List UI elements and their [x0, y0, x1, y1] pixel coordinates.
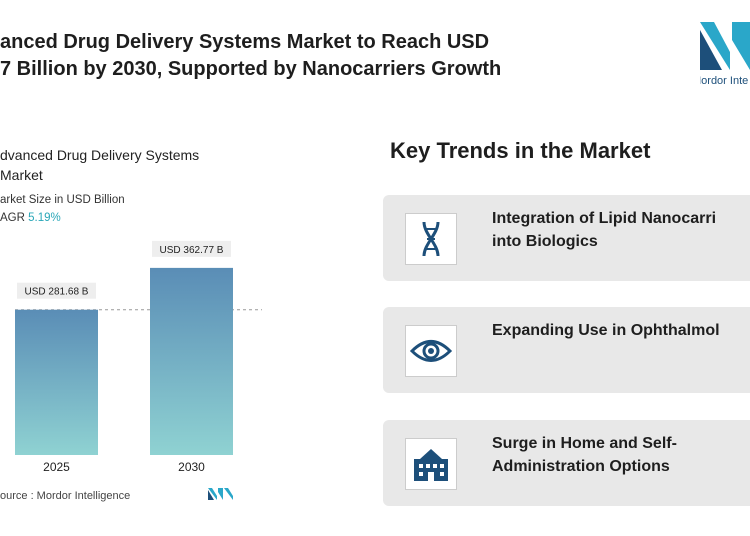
source: ource : Mordor Intelligence	[0, 490, 130, 502]
trend-line: Integration of Lipid Nanocarri	[492, 210, 717, 227]
value-label-bg	[17, 282, 96, 299]
logo: Mordor Inte	[700, 22, 750, 87]
trend-text: Integration of Lipid Nanocarri into Biolo…	[492, 207, 716, 253]
chart-subtitle: arket Size in USD Billion	[0, 194, 125, 206]
title-line: anced Drug Delivery Systems Market to Re…	[0, 31, 490, 53]
value-label: USD 281.68 B	[25, 287, 89, 298]
trend-icon	[405, 438, 457, 490]
trends-title: Key Trends in the Market	[390, 138, 651, 163]
source-logo	[208, 488, 233, 500]
value-label-bg	[152, 240, 231, 257]
cagr-value: 5.19%	[28, 212, 61, 224]
trend-card: Integration of Lipid Nanocarri into Biolo…	[383, 195, 750, 281]
cagr-label: AGR	[0, 212, 25, 224]
bar	[150, 267, 233, 455]
cagr: AGR 5.19%	[0, 212, 61, 224]
value-label: USD 362.77 B	[160, 245, 224, 256]
trend-text: Surge in Home and Self- Administration Op…	[492, 432, 677, 478]
logo-text: Mordor Inte	[700, 75, 748, 87]
title-line: 7 Billion by 2030, Supported by Nanocarr…	[0, 58, 502, 80]
trend-line: Surge in Home and Self-	[492, 435, 677, 452]
x-tick-label: 2030	[178, 460, 205, 474]
trend-icon	[405, 325, 457, 377]
trend-text: Expanding Use in Ophthalmol	[492, 319, 720, 342]
trend-line: Administration Options	[492, 458, 670, 475]
trend-card: Surge in Home and Self- Administration Op…	[383, 420, 750, 506]
trend-card: Expanding Use in Ophthalmol	[383, 307, 750, 393]
x-tick-label: 2025	[43, 460, 70, 474]
trend-line: into Biologics	[492, 233, 598, 250]
chart-title: dvanced Drug Delivery Systems	[0, 147, 199, 163]
bar	[15, 309, 98, 455]
chart-title: Market	[0, 167, 43, 183]
trend-icon	[405, 213, 457, 265]
trend-line: Expanding Use in Ophthalmol	[492, 322, 720, 339]
chart: dvanced Drug Delivery Systems Market ark…	[0, 147, 262, 502]
